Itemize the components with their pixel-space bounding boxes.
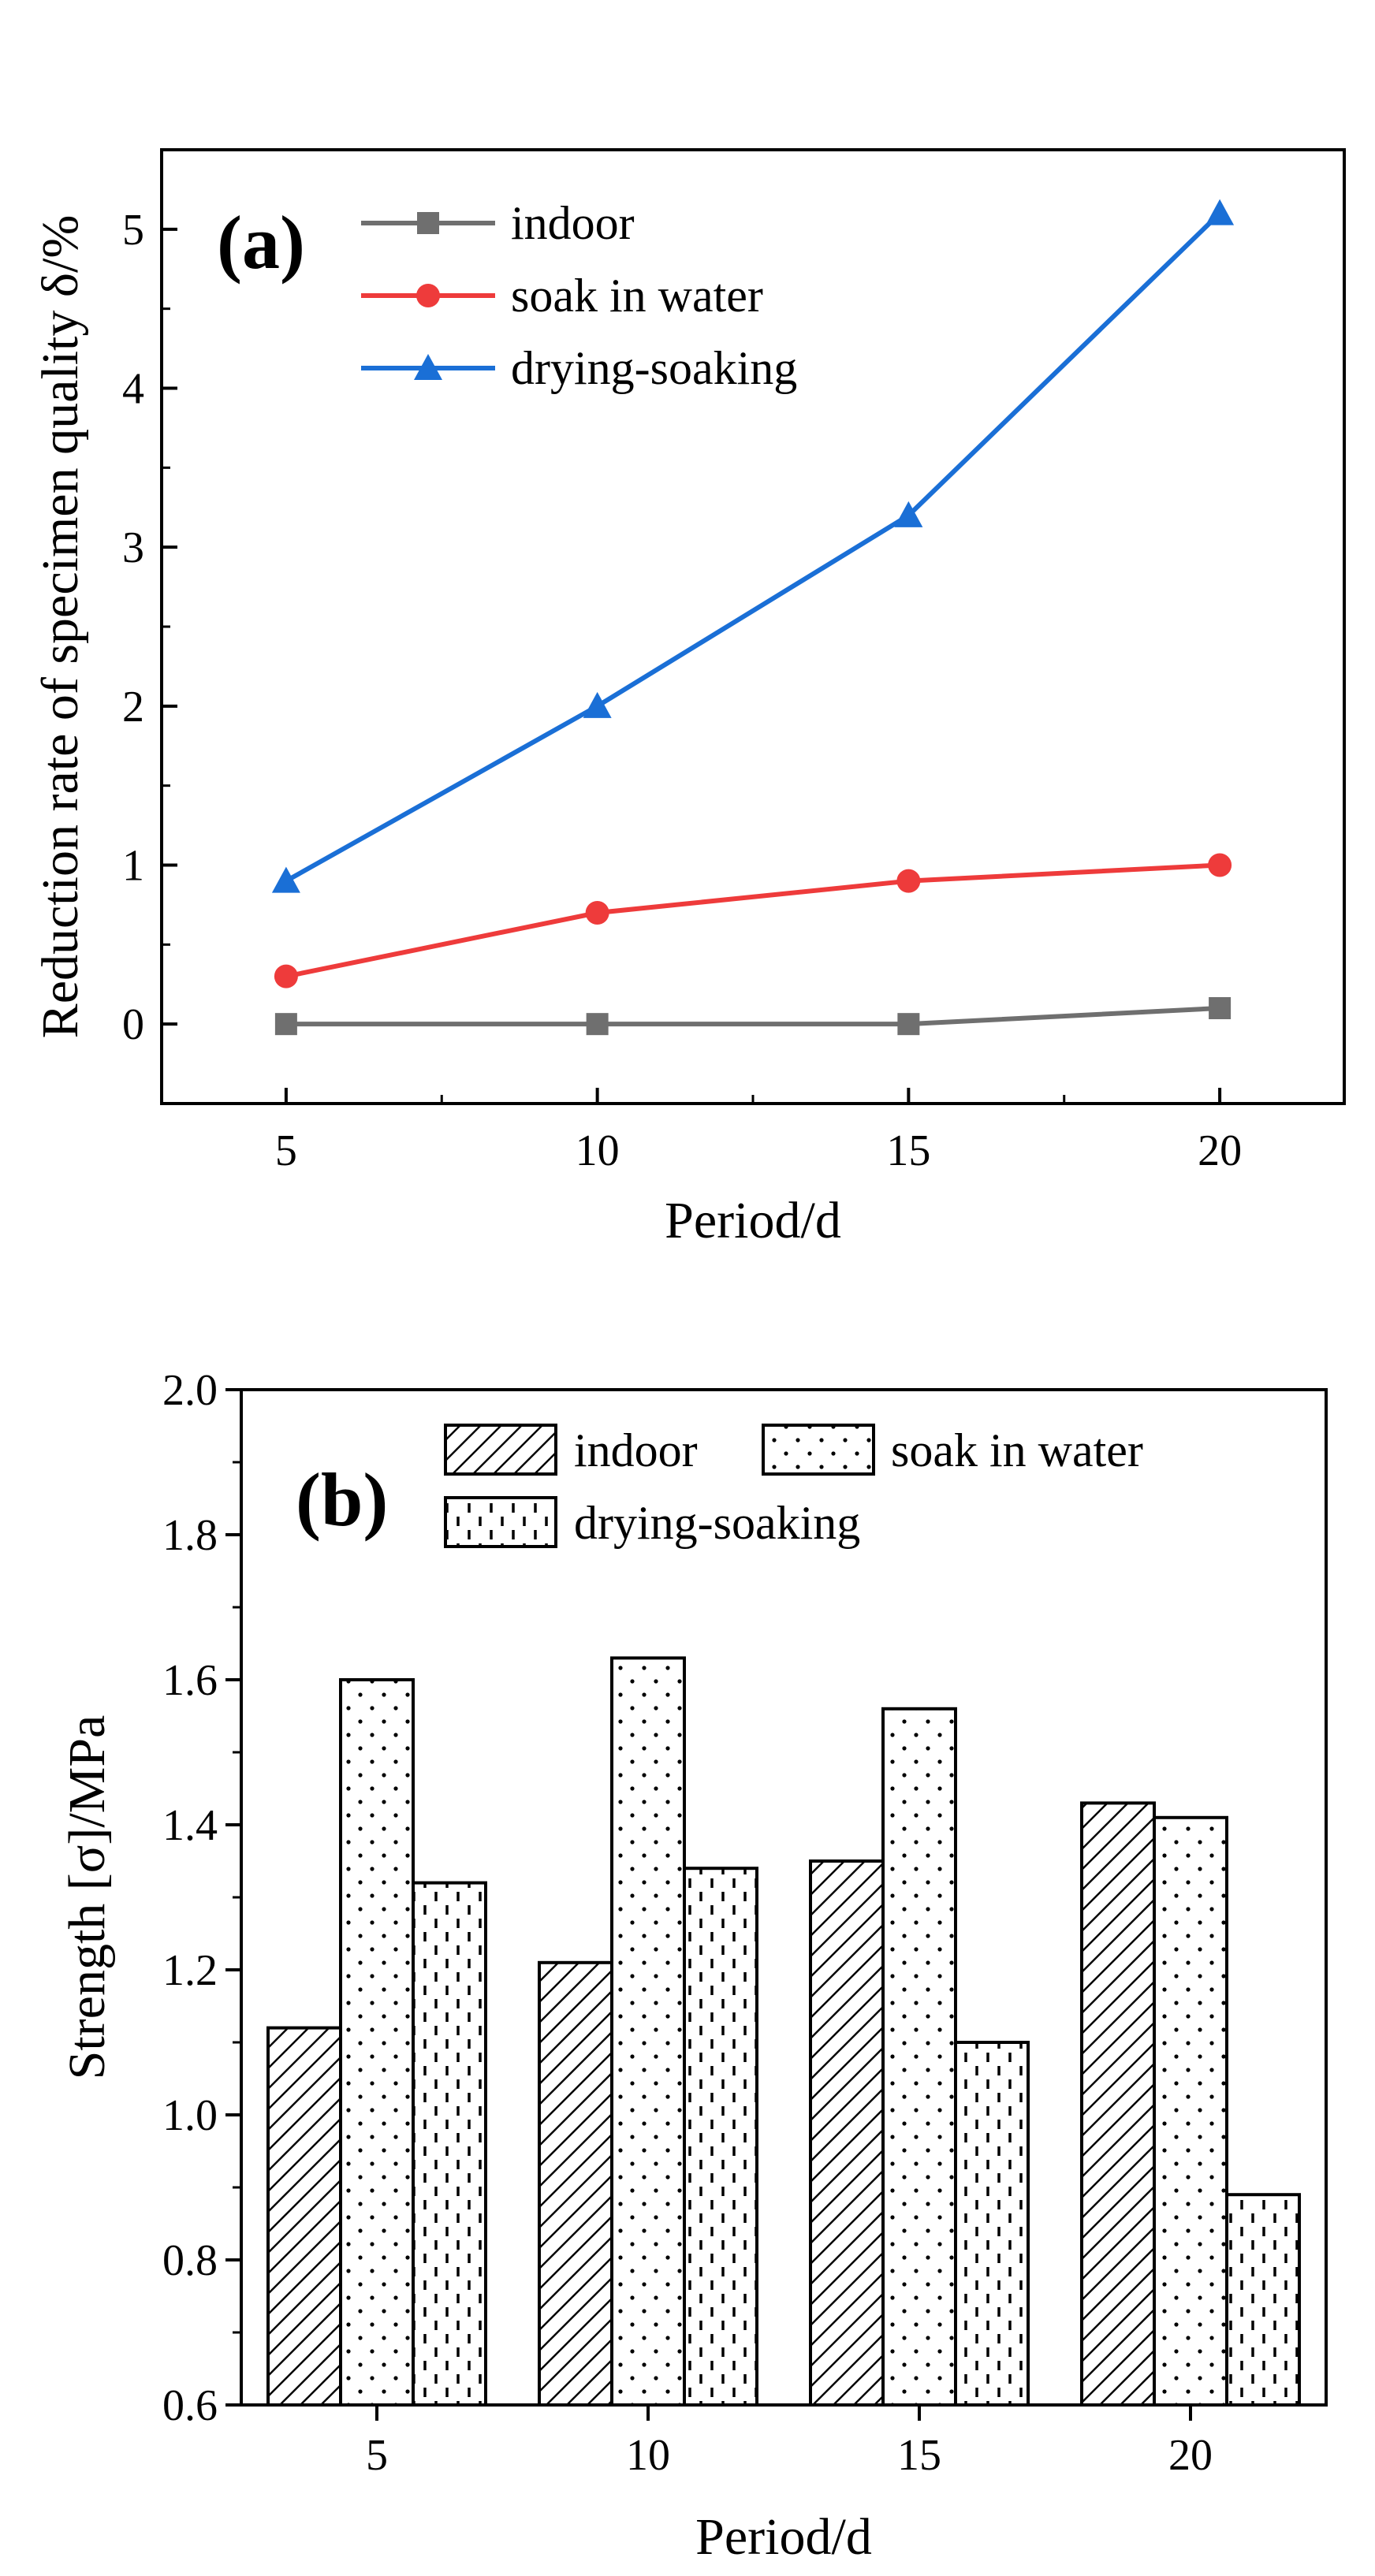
bar-drying-soaking-5	[412, 1881, 487, 2407]
point-drying-soaking-15	[894, 501, 923, 527]
y-tick-label-a-1: 1	[122, 842, 144, 891]
y-tick-label-b-0-6: 0.6	[162, 2381, 218, 2430]
y-tick-label-a-0: 0	[122, 1000, 144, 1049]
bars-b	[266, 1656, 1301, 2407]
y-tick-label-b-1-4: 1.4	[162, 1801, 218, 1850]
point-indoor-10	[586, 1013, 609, 1036]
panel-label-b: (b)	[296, 1457, 388, 1542]
legend-label-drying-soaking: drying-soaking	[511, 342, 797, 394]
point-indoor-20	[1209, 997, 1232, 1019]
panel-b-bar-chart: 5 10 15 20 0.6 0.8 1.0 1.2 1.4 1.6 1.8 2…	[58, 1366, 1328, 2566]
y-tick-label-a-2: 2	[122, 683, 144, 731]
x-tick-label-a-20: 20	[1198, 1126, 1242, 1175]
bar-indoor-5	[266, 2026, 342, 2407]
panel-a-line-chart: 5 10 15 20 0 1 2 3 4 5 Period/d Reductio…	[32, 148, 1346, 1249]
x-tick-label-b-10: 10	[626, 2431, 670, 2480]
y-tick-label-a-4: 4	[122, 365, 144, 414]
x-axis-title-a: Period/d	[665, 1192, 841, 1249]
point-soak-in-water-10	[585, 901, 609, 925]
point-drying-soaking-5	[271, 866, 300, 893]
series-lines-a	[285, 211, 1222, 1027]
y-tick-label-b-1-6: 1.6	[162, 1656, 218, 1705]
y-tick-label-b-1-8: 1.8	[162, 1511, 218, 1560]
bar-soak-in-water-20	[1153, 1815, 1228, 2407]
series-line-soak-in-water	[285, 862, 1220, 979]
series-line-indoor	[285, 1006, 1220, 1027]
bar-drying-soaking-15	[954, 2041, 1030, 2407]
x-tick-label-a-5: 5	[275, 1126, 297, 1175]
bar-indoor-10	[538, 1960, 613, 2407]
legend-swatch-soak	[762, 1424, 875, 1476]
axis-ticks-b	[225, 1388, 1192, 2421]
series-line-drying-soaking	[285, 211, 1222, 884]
point-soak-in-water-5	[274, 964, 298, 988]
x-axis-title-b: Period/d	[695, 2508, 872, 2566]
y-tick-label-b-2-0: 2.0	[162, 1366, 218, 1415]
y-axis-title-a: Reduction rate of specimen quality δ/%	[32, 215, 89, 1039]
bar-drying-soaking-20	[1225, 2193, 1301, 2407]
y-tick-label-b-1-2: 1.2	[162, 1946, 218, 1995]
legend-marker-drying	[414, 354, 442, 380]
legend-b: indoor soak in water drying-soaking	[444, 1424, 1143, 1549]
y-axis-title-b: Strength [σ]/MPa	[58, 1715, 116, 2080]
x-tick-label-b-20: 20	[1168, 2431, 1213, 2480]
axis-ticks-a	[162, 148, 1222, 1104]
legend-label-b-indoor: indoor	[574, 1424, 698, 1476]
legend-swatch-drying	[444, 1496, 557, 1548]
y-tick-label-a-3: 3	[122, 523, 144, 572]
x-tick-label-b-5: 5	[366, 2431, 388, 2480]
bar-soak-in-water-5	[339, 1678, 415, 2407]
panel-label-a: (a)	[217, 200, 305, 285]
bar-soak-in-water-10	[610, 1656, 686, 2407]
bar-drying-soaking-10	[683, 1867, 758, 2407]
legend-label-b-drying-soaking: drying-soaking	[574, 1497, 860, 1549]
legend-swatch-indoor	[444, 1424, 557, 1476]
legend-marker-soak	[416, 284, 440, 307]
point-soak-in-water-20	[1208, 853, 1232, 877]
point-indoor-15	[897, 1013, 920, 1036]
y-tick-label-b-1-0: 1.0	[162, 2091, 218, 2140]
legend-a: indoor soak in water drying-soaking	[361, 197, 797, 394]
x-tick-label-b-15: 15	[897, 2431, 941, 2480]
bar-indoor-20	[1080, 1801, 1156, 2407]
x-tick-label-a-15: 15	[886, 1126, 930, 1175]
legend-marker-indoor	[417, 212, 439, 234]
y-tick-label-a-5: 5	[122, 206, 144, 255]
x-tick-label-a-10: 10	[576, 1126, 620, 1175]
legend-label-indoor: indoor	[511, 197, 635, 249]
bar-indoor-15	[809, 1859, 885, 2407]
point-drying-soaking-10	[583, 691, 612, 718]
series-markers-a	[271, 199, 1235, 1036]
point-drying-soaking-20	[1205, 199, 1235, 225]
point-indoor-5	[274, 1013, 297, 1036]
y-tick-label-b-0-8: 0.8	[162, 2236, 218, 2285]
legend-label-b-soak-in-water: soak in water	[891, 1424, 1143, 1476]
bar-soak-in-water-15	[881, 1707, 957, 2407]
legend-label-soak-in-water: soak in water	[511, 270, 763, 322]
point-soak-in-water-15	[896, 869, 921, 893]
